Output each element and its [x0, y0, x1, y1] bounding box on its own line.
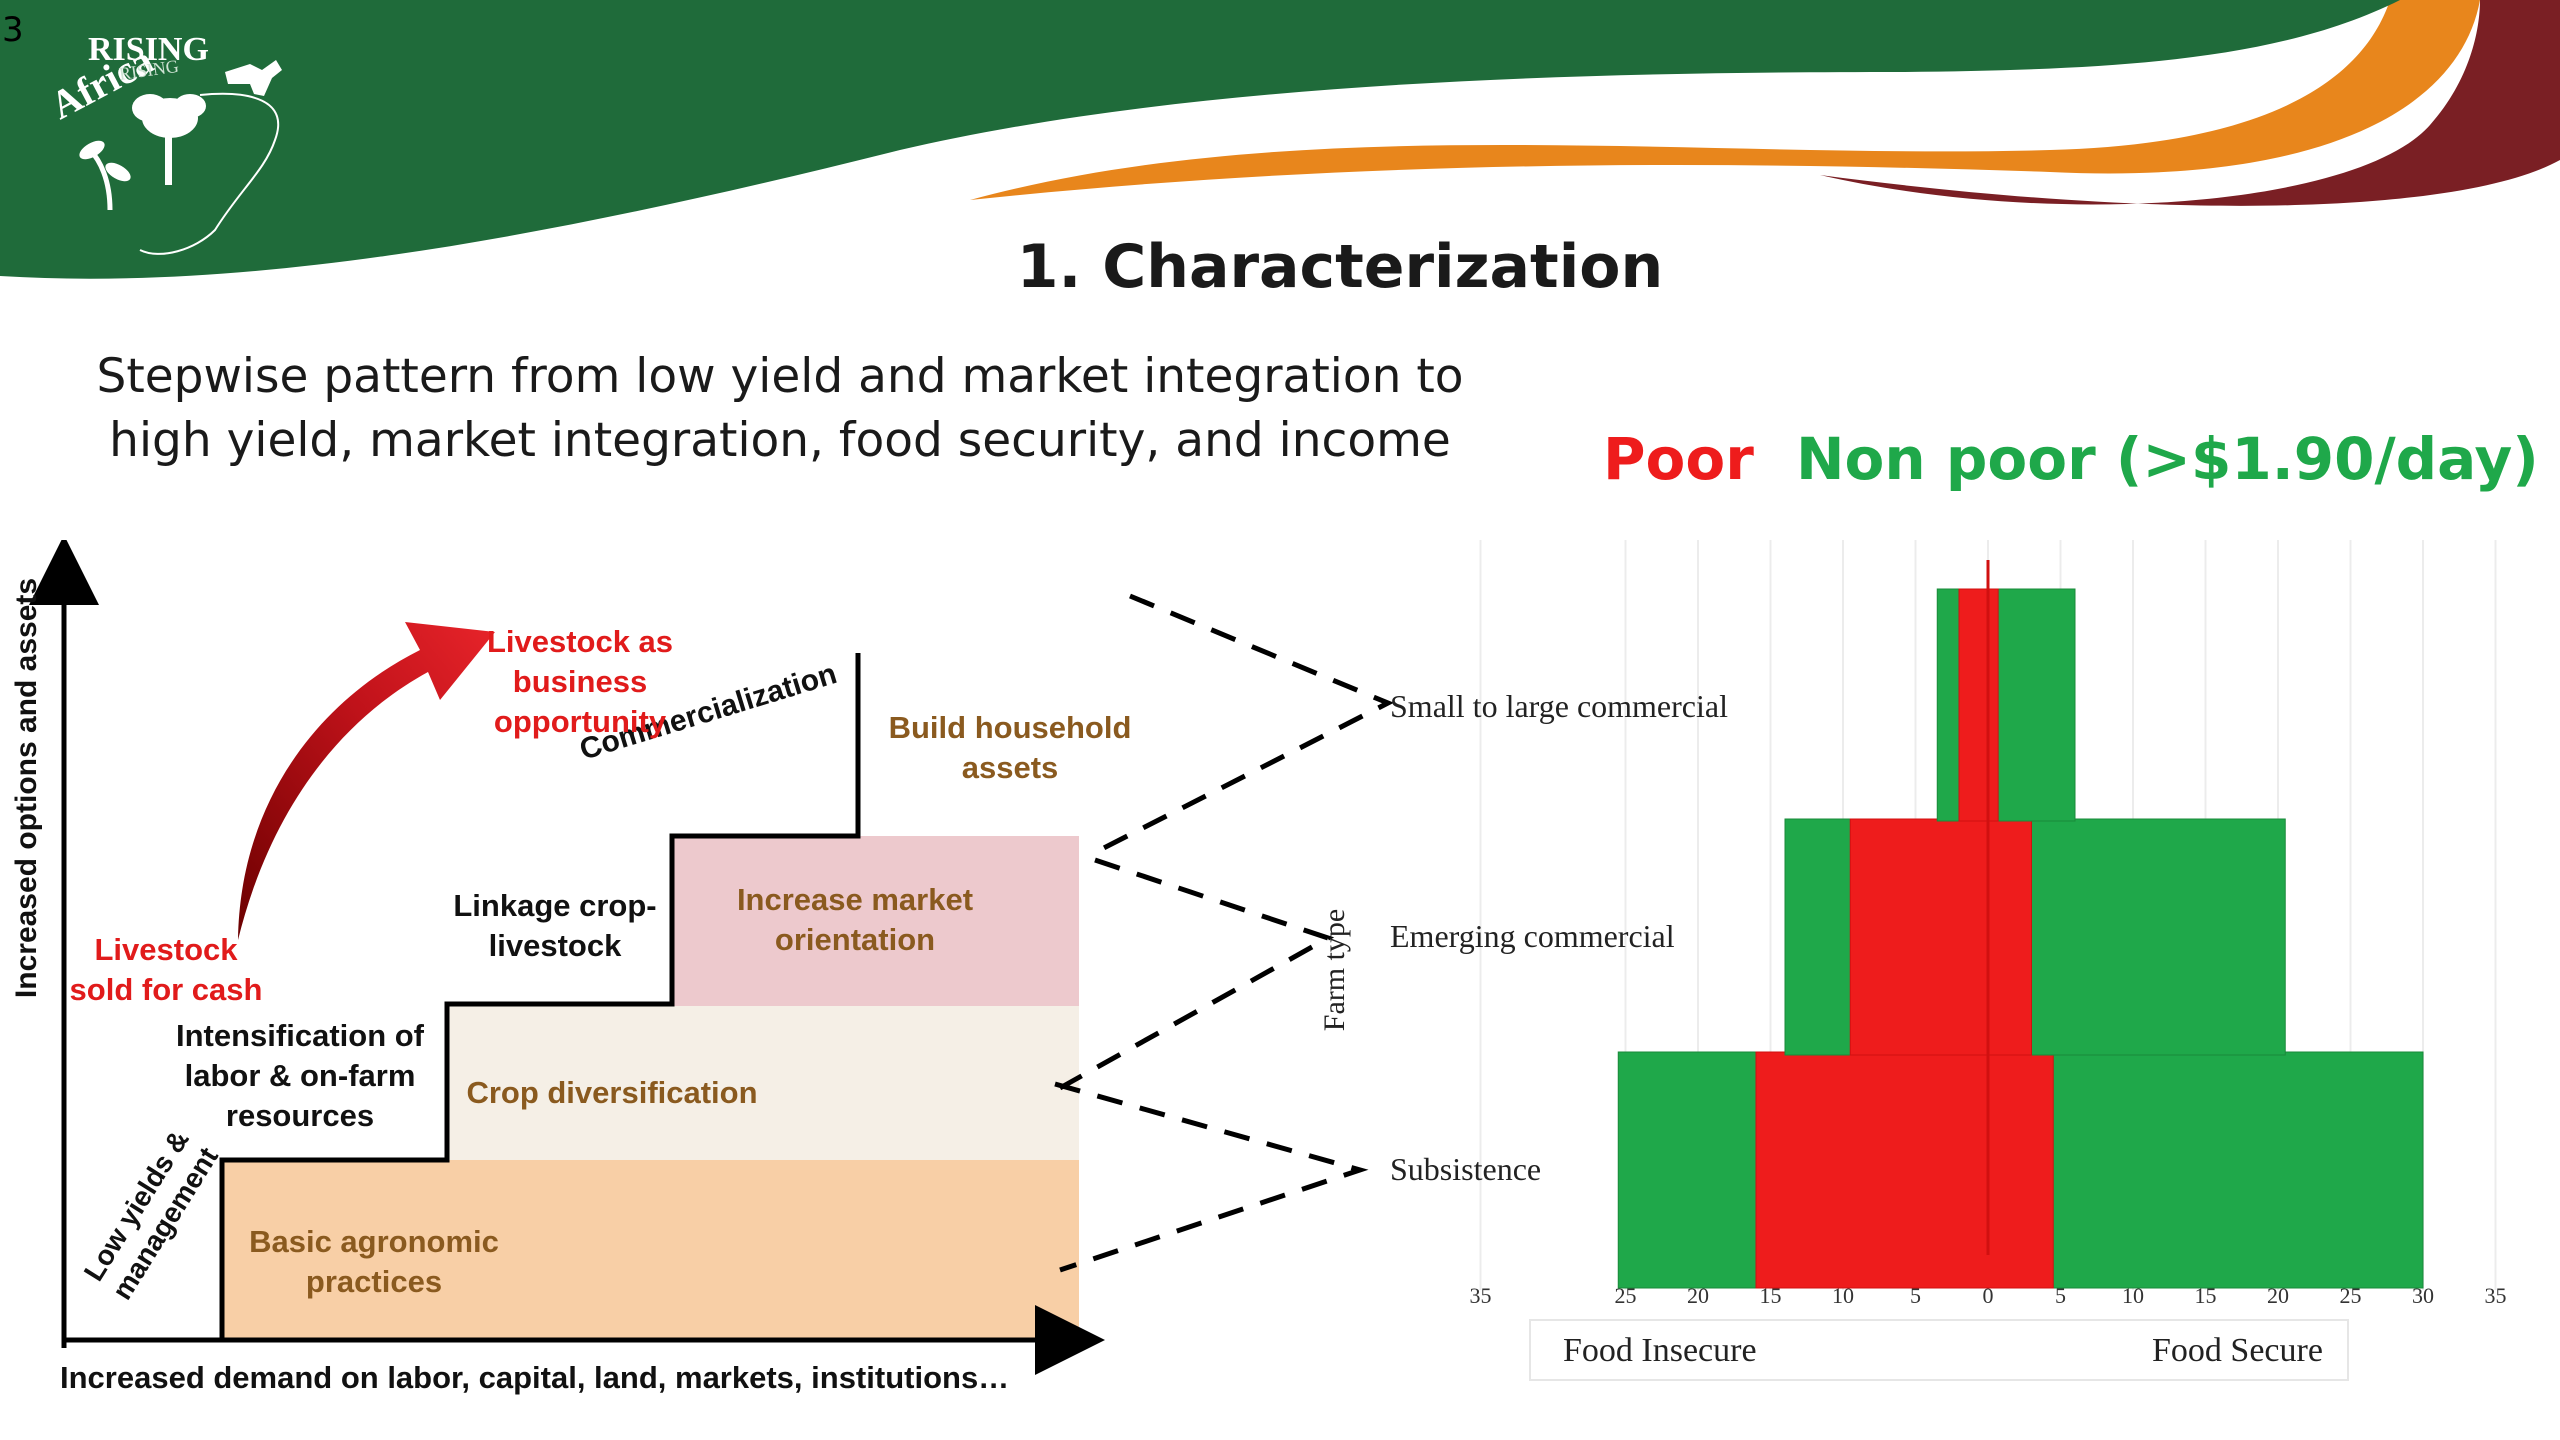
label-livestock-cash: Livestock sold for cash	[69, 932, 263, 1007]
x-tick-label: 10	[1832, 1283, 1854, 1308]
label-basic-agronomic: Basic agronomic practices	[249, 1224, 499, 1299]
connector-commercial	[1088, 593, 1394, 858]
connector-subsistence	[1054, 1081, 1369, 1273]
subtitle-line-2: high yield, market integration, food sec…	[109, 413, 1451, 468]
staircase-line	[219, 653, 861, 1340]
x-tick-label: 25	[1615, 1283, 1637, 1308]
bar-poor-small-to-large-commercial	[1958, 588, 1999, 822]
subtitle-line-1: Stepwise pattern from low yield and mark…	[96, 349, 1464, 404]
x-tick-label: 15	[1760, 1283, 1782, 1308]
category-label: Emerging commercial	[1390, 918, 1675, 954]
label-y-axis: Increased options and assets	[10, 577, 43, 999]
x-tick-label: 30	[2412, 1283, 2434, 1308]
food-insecure-label: Food Insecure	[1563, 1332, 1757, 1369]
x-tick-label: 5	[1910, 1283, 1921, 1308]
label-livestock-business: Livestock as business opportunity	[486, 624, 674, 739]
food-label-box	[1529, 1319, 2349, 1381]
x-tick-labels: 35 25 20 15 10 5 0 5 10 15 20 25 30 35	[1470, 1283, 2507, 1308]
chart-bars	[1617, 588, 2424, 1289]
x-tick-label: 35	[1470, 1283, 1492, 1308]
category-label: Small to large commercial	[1390, 688, 1728, 724]
x-tick-label: 25	[2340, 1283, 2362, 1308]
x-tick-label: 15	[2195, 1283, 2217, 1308]
slide-title: 1. Characterization	[1016, 232, 1664, 302]
label-x-axis: Increased demand on labor, capital, land…	[60, 1360, 1010, 1395]
x-tick-label: 35	[2485, 1283, 2507, 1308]
svg-text:RISING: RISING	[88, 31, 209, 68]
label-market-orientation: Increase market orientation	[736, 882, 974, 957]
x-tick-label: 20	[2267, 1283, 2289, 1308]
dashed-connectors	[1054, 593, 1394, 1273]
category-label: Subsistence	[1390, 1151, 1541, 1187]
legend-non-poor: Non poor (>$1.90/day)	[1796, 425, 2539, 493]
label-intensification: Intensification of labor & on-farm resou…	[176, 1018, 424, 1133]
label-linkage: Linkage crop-livestock	[453, 888, 657, 963]
farm-type-pyramid-chart: 35 25 20 15 10 5 0 5 10 15 20 25 30 35 Subsistence Eme…	[1318, 540, 2507, 1381]
slide-number: 3	[2, 10, 24, 50]
slide-subtitle: Stepwise pattern from low yield and mark…	[50, 345, 1510, 473]
bar-poor-subsistence	[1755, 1051, 2054, 1289]
bar-non-poor-small-to-large-commercial	[1936, 588, 2076, 822]
connector-emerging	[1058, 857, 1335, 1091]
step-crop-diversification-box	[447, 1006, 1079, 1160]
label-crop-diversification: Crop diversification	[466, 1075, 758, 1110]
step-market-orientation-box	[672, 836, 1079, 1006]
header-banner: Africa RISING RISING	[0, 0, 2560, 279]
x-tick-label: 5	[2055, 1283, 2066, 1308]
green-band	[0, 0, 2400, 279]
x-tick-label: 0	[1983, 1283, 1994, 1308]
x-tick-label: 20	[1687, 1283, 1709, 1308]
category-labels: Subsistence Emerging commercial Small to l…	[1390, 688, 1728, 1187]
orange-band	[970, 0, 2480, 200]
maroon-band	[1820, 0, 2560, 206]
livestock-growth-arrow	[238, 622, 495, 940]
legend-poor: Poor	[1603, 425, 1754, 493]
staircase-diagram	[29, 540, 1394, 1375]
step-basic-agronomic-box	[224, 1160, 1079, 1340]
y-axis-title: Farm type	[1318, 909, 1351, 1031]
label-build-assets: Build household assets	[888, 710, 1132, 785]
food-secure-label: Food Secure	[2152, 1332, 2323, 1369]
bar-poor-emerging-commercial	[1849, 818, 2032, 1056]
x-tick-label: 10	[2122, 1283, 2144, 1308]
